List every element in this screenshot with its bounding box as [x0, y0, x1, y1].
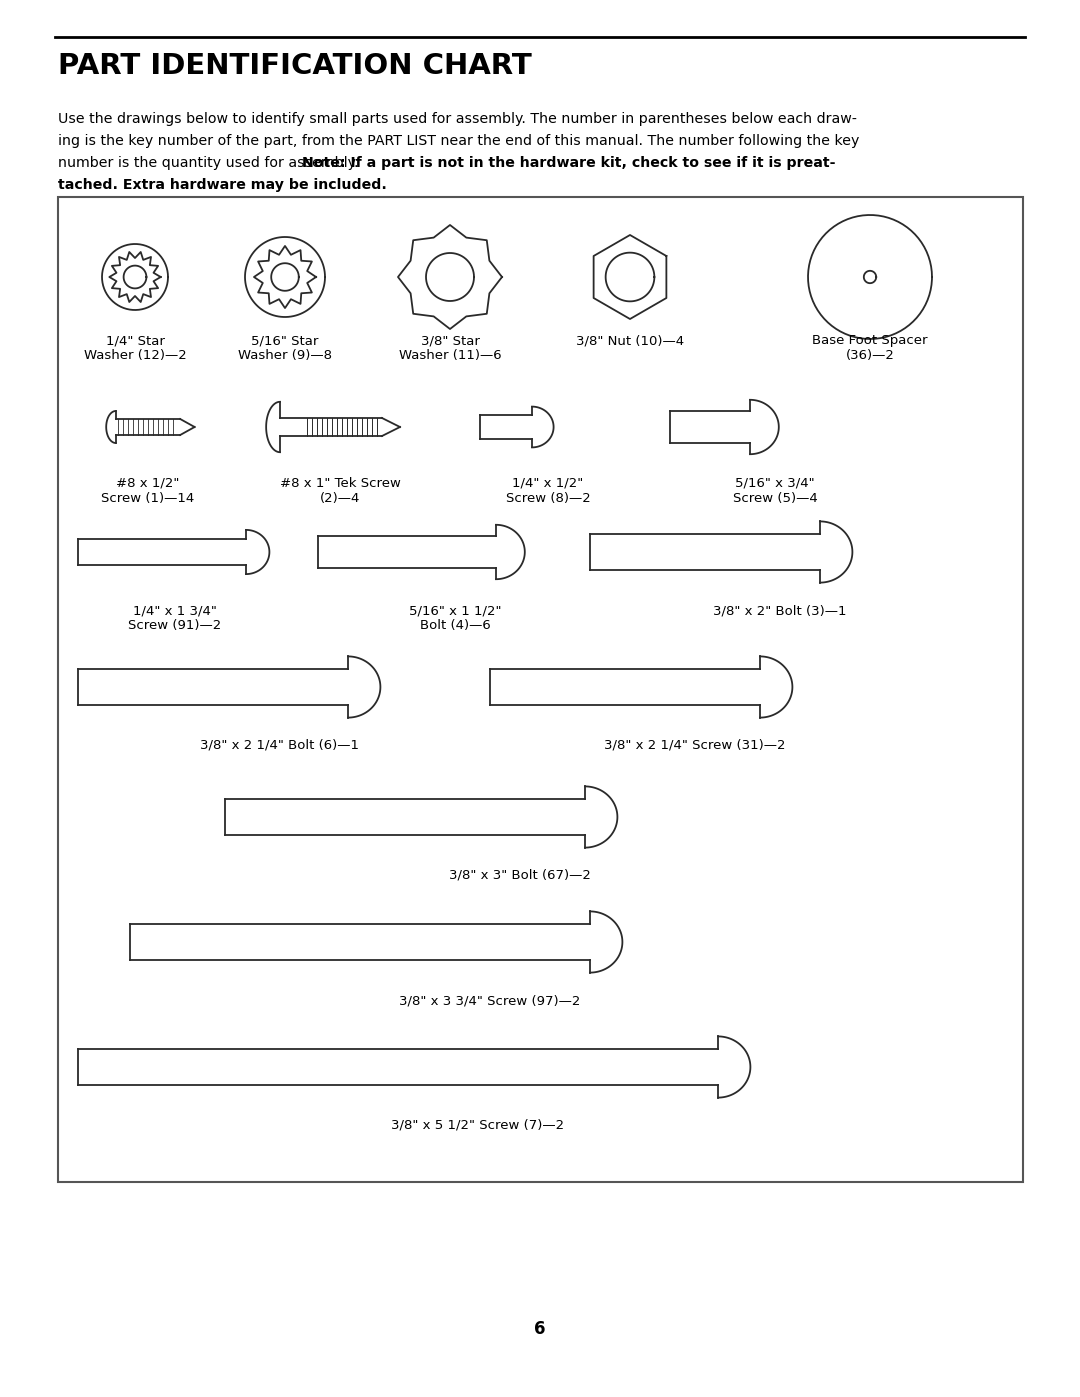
Text: Base Foot Spacer
(36)—2: Base Foot Spacer (36)—2: [812, 334, 928, 362]
Text: 3/8" x 3" Bolt (67)—2: 3/8" x 3" Bolt (67)—2: [449, 869, 591, 882]
Text: 3/8" Star
Washer (11)—6: 3/8" Star Washer (11)—6: [399, 334, 501, 362]
Text: 1/4" Star
Washer (12)—2: 1/4" Star Washer (12)—2: [83, 334, 187, 362]
Text: 3/8" x 2 1/4" Bolt (6)—1: 3/8" x 2 1/4" Bolt (6)—1: [201, 739, 360, 752]
Text: 6: 6: [535, 1320, 545, 1338]
Text: 1/4" x 1 3/4"
Screw (91)—2: 1/4" x 1 3/4" Screw (91)—2: [129, 604, 221, 631]
Text: tached. Extra hardware may be included.: tached. Extra hardware may be included.: [58, 177, 387, 191]
Text: 5/16" Star
Washer (9)—8: 5/16" Star Washer (9)—8: [238, 334, 332, 362]
Text: 1/4" x 1/2"
Screw (8)—2: 1/4" x 1/2" Screw (8)—2: [505, 476, 591, 504]
Text: 3/8" Nut (10)—4: 3/8" Nut (10)—4: [576, 334, 684, 346]
Text: 5/16" x 1 1/2"
Bolt (4)—6: 5/16" x 1 1/2" Bolt (4)—6: [408, 604, 501, 631]
Text: 3/8" x 2" Bolt (3)—1: 3/8" x 2" Bolt (3)—1: [713, 604, 847, 617]
Bar: [58, 197, 1023, 1182]
Text: #8 x 1" Tek Screw
(2)—4: #8 x 1" Tek Screw (2)—4: [280, 476, 401, 504]
Text: 5/16" x 3/4"
Screw (5)—4: 5/16" x 3/4" Screw (5)—4: [732, 476, 818, 504]
Text: number is the quantity used for assembly.: number is the quantity used for assembly…: [58, 156, 363, 170]
Text: ing is the key number of the part, from the PART LIST near the end of this manua: ing is the key number of the part, from …: [58, 134, 860, 148]
Text: Use the drawings below to identify small parts used for assembly. The number in : Use the drawings below to identify small…: [58, 112, 858, 126]
Text: 3/8" x 5 1/2" Screw (7)—2: 3/8" x 5 1/2" Screw (7)—2: [391, 1119, 565, 1132]
Text: #8 x 1/2"
Screw (1)—14: #8 x 1/2" Screw (1)—14: [102, 476, 194, 504]
Text: 3/8" x 2 1/4" Screw (31)—2: 3/8" x 2 1/4" Screw (31)—2: [604, 739, 786, 752]
Text: Note: If a part is not in the hardware kit, check to see if it is preat-: Note: If a part is not in the hardware k…: [301, 156, 835, 170]
Text: 3/8" x 3 3/4" Screw (97)—2: 3/8" x 3 3/4" Screw (97)—2: [400, 995, 581, 1007]
Text: PART IDENTIFICATION CHART: PART IDENTIFICATION CHART: [58, 52, 531, 80]
